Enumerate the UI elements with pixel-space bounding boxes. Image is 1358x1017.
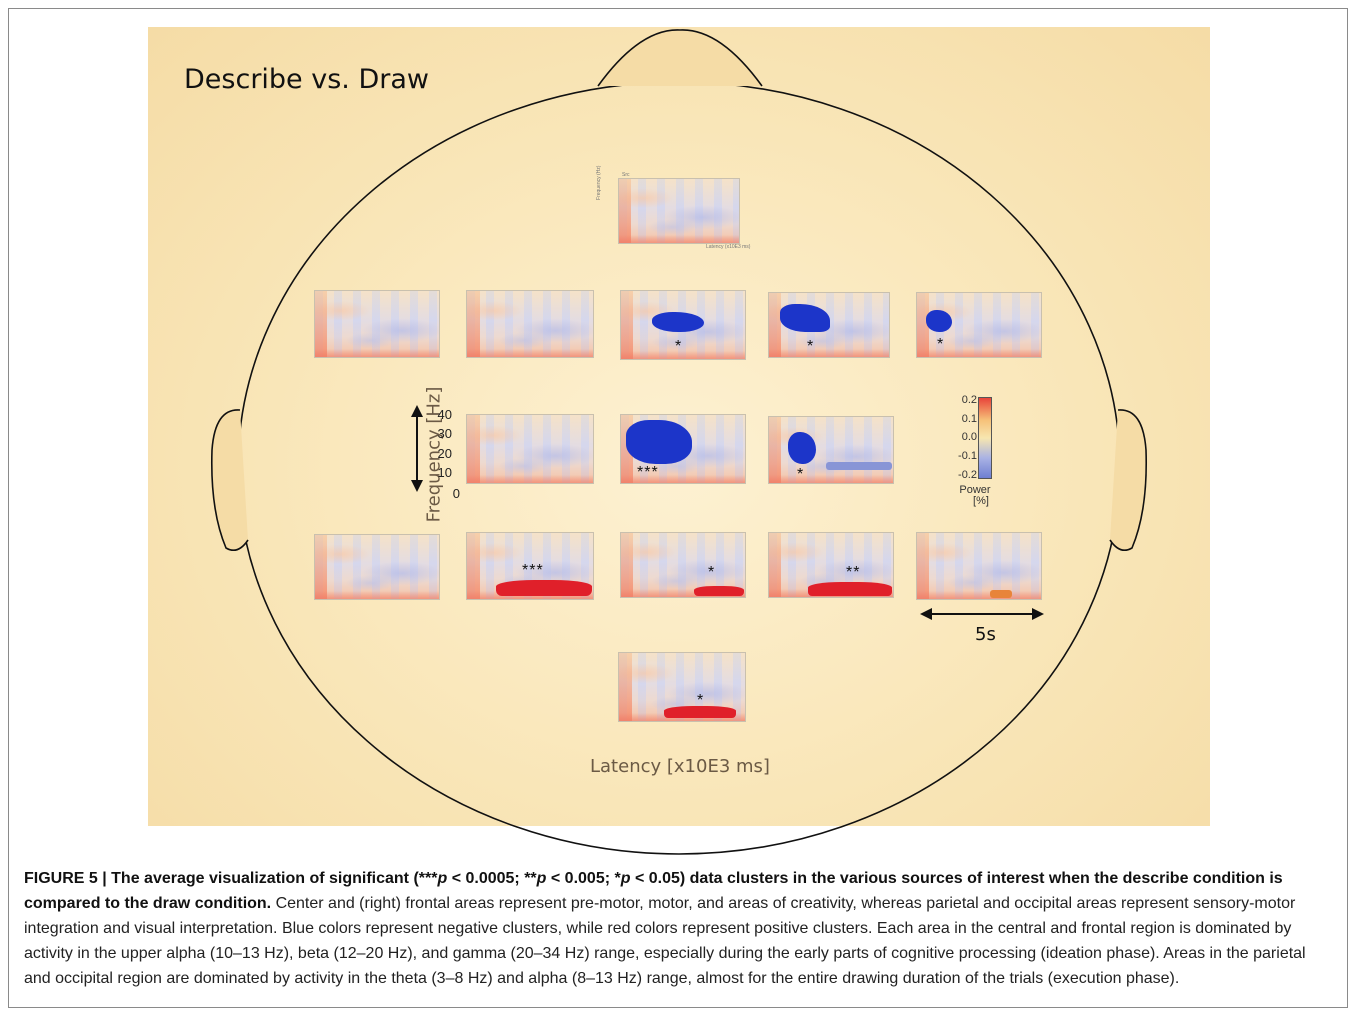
cluster-blue-r3c3	[626, 420, 692, 464]
cluster-blue-r2c4	[780, 304, 830, 332]
y-tick-30: 30	[437, 426, 452, 441]
stars-r2c5: *	[937, 336, 945, 353]
stars-r4c3: *	[708, 564, 716, 581]
tf-axis-label: Frequency (Hz)	[596, 165, 602, 200]
cluster-red-r4c2	[496, 580, 592, 596]
stars-r4c2: ***	[522, 562, 544, 579]
y-tick-10: 10	[437, 465, 452, 480]
caption-p2: p	[536, 870, 547, 887]
caption-body: Center and (right) frontal areas represe…	[24, 895, 1306, 987]
y-tick-0: 0	[452, 486, 460, 501]
figure-frame	[8, 8, 1348, 1008]
cluster-blue-r2c5	[926, 310, 952, 332]
cluster-band-r3c4	[826, 462, 892, 470]
caption-bold-3: < 0.005; *	[546, 870, 621, 887]
tf-panel-r1c3	[618, 178, 740, 244]
figure-caption: FIGURE 5 | The average visualization of …	[24, 866, 1336, 991]
tf-panel-r4c1	[314, 534, 440, 600]
figure-title: Describe vs. Draw	[184, 64, 429, 95]
cluster-blue-r2c3	[652, 312, 704, 332]
cluster-red-r4c4	[808, 582, 892, 596]
tf-panel-r3c4	[768, 416, 894, 484]
cb-tick-0: 0.2	[961, 394, 977, 406]
y-tick-20: 20	[437, 446, 452, 461]
caption-bold-1: The average visualization of significant…	[111, 870, 438, 887]
tf-panel-r2c1	[314, 290, 440, 358]
tf-panel-r2c5	[916, 292, 1042, 358]
stars-r4c4: **	[846, 564, 861, 581]
x-axis-label: Latency [x10E3 ms]	[590, 756, 770, 777]
cluster-red-r4c3	[694, 586, 744, 596]
tf-panel-r2c2	[466, 290, 594, 358]
y-tick-40: 40	[437, 407, 452, 422]
time-scale-label: 5s	[975, 624, 996, 645]
cb-tick-2: 0.0	[961, 431, 977, 443]
nose-shape	[597, 29, 763, 87]
tf-panel-r2c3	[620, 290, 746, 360]
stars-r5c3: *	[697, 692, 705, 709]
cluster-orange-r4c5	[990, 590, 1012, 598]
tf-x-label: Latency (x10E3 ms)	[706, 244, 751, 250]
cb-tick-4: -0.2	[958, 469, 977, 481]
cb-tick-3: -0.1	[958, 450, 977, 462]
caption-p1: p	[437, 870, 448, 887]
caption-p3: p	[620, 870, 631, 887]
stars-r2c4: *	[807, 338, 815, 355]
stars-r2c3: *	[675, 338, 683, 355]
tf-corner-label: Src	[622, 172, 630, 178]
cluster-blue-r3c4	[788, 432, 816, 464]
colorbar	[978, 397, 992, 479]
caption-bold-4: < 0.05) data clusters in the various sou…	[24, 870, 1283, 912]
caption-bold-2: < 0.0005; **	[447, 870, 537, 887]
cb-tick-1: 0.1	[961, 413, 977, 425]
stars-r3c3: ***	[637, 464, 659, 481]
right-ear	[1109, 409, 1148, 551]
tf-panel-r4c5	[916, 532, 1042, 600]
colorbar-label-1: Power	[959, 484, 991, 496]
colorbar-label-2: [%]	[973, 495, 989, 507]
cluster-red-r5c3	[664, 706, 736, 718]
tf-panel-r3c2	[466, 414, 594, 484]
caption-label: FIGURE 5 |	[24, 870, 112, 887]
stars-r3c4: *	[797, 466, 805, 483]
left-ear	[210, 409, 249, 551]
